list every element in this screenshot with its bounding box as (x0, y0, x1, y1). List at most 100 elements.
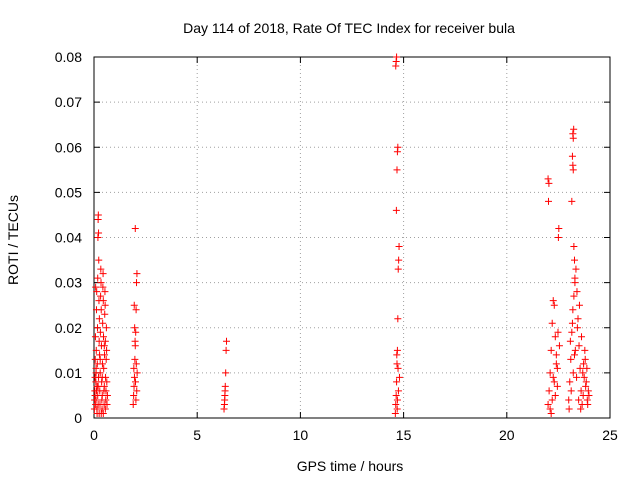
data-point (130, 382, 138, 390)
data-point (575, 396, 583, 404)
data-point (97, 279, 105, 287)
x-tick-label: 15 (396, 427, 412, 443)
data-point (577, 387, 585, 395)
data-point (549, 297, 557, 305)
data-point (131, 378, 139, 386)
data-point (584, 387, 592, 395)
data-point (130, 364, 138, 372)
data-point (95, 315, 103, 323)
data-point (99, 270, 107, 278)
y-tick-label: 0.03 (55, 275, 82, 291)
data-point (132, 328, 140, 336)
data-point (570, 351, 578, 359)
data-point (546, 369, 554, 377)
data-point (393, 405, 401, 413)
data-point (544, 400, 552, 408)
data-point (395, 373, 403, 381)
data-point (103, 391, 111, 399)
y-tick-label: 0.01 (55, 365, 82, 381)
data-point (99, 409, 107, 417)
data-point (101, 310, 109, 318)
data-point (99, 297, 107, 305)
data-point (393, 351, 401, 359)
data-point (393, 378, 401, 386)
data-point (102, 324, 110, 332)
data-point (393, 53, 401, 61)
data-point (394, 387, 402, 395)
data-point (555, 342, 563, 350)
data-point (392, 206, 400, 214)
data-point (555, 224, 563, 232)
data-point (567, 355, 575, 363)
data-point (568, 152, 576, 160)
data-point (569, 306, 577, 314)
data-point (570, 292, 578, 300)
data-point (579, 369, 587, 377)
data-point (101, 301, 109, 309)
data-point (130, 301, 138, 309)
data-point (548, 396, 556, 404)
y-tick-label: 0.08 (55, 49, 82, 65)
x-axis-label: GPS time / hours (297, 458, 404, 474)
data-point (550, 301, 558, 309)
y-tick-label: 0.07 (55, 94, 82, 110)
data-point (100, 382, 108, 390)
data-point (97, 292, 105, 300)
x-tick-label: 0 (90, 427, 98, 443)
x-tick-label: 25 (602, 427, 618, 443)
data-point (575, 301, 583, 309)
data-point (92, 346, 100, 354)
data-point (92, 283, 100, 291)
data-point (102, 355, 110, 363)
data-point (102, 396, 110, 404)
data-point (551, 333, 559, 341)
data-point (571, 274, 579, 282)
data-point (393, 166, 401, 174)
data-point (567, 387, 575, 395)
data-point (131, 355, 139, 363)
data-point (569, 166, 577, 174)
data-point (545, 179, 553, 187)
data-point (572, 265, 580, 273)
data-point (129, 400, 137, 408)
data-point (94, 274, 102, 282)
data-point (101, 337, 109, 345)
data-point (94, 234, 102, 241)
data-point (580, 373, 588, 381)
data-point (554, 328, 562, 336)
data-point (132, 396, 140, 404)
data-point (574, 315, 582, 323)
data-point (585, 391, 593, 399)
data-point (553, 364, 561, 372)
data-point (132, 306, 140, 314)
x-axis: 0 5 10 15 20 25 (90, 57, 618, 443)
data-point (91, 333, 99, 341)
data-point (99, 283, 107, 291)
data-point (222, 369, 230, 377)
data-point (395, 256, 403, 264)
data-point (222, 346, 230, 354)
chart-title: Day 114 of 2018, Rate Of TEC Index for r… (183, 20, 515, 36)
data-point (580, 360, 588, 368)
data-point (94, 382, 102, 390)
y-tick-label: 0.02 (55, 320, 82, 336)
data-point (133, 279, 141, 287)
data-point (101, 405, 109, 413)
data-point (394, 143, 402, 151)
data-point (394, 364, 402, 372)
data-point (548, 319, 556, 327)
data-point (393, 360, 401, 368)
data-point (545, 387, 553, 395)
data-point (94, 211, 102, 219)
data-point (549, 373, 557, 381)
data-point (570, 125, 578, 133)
data-point (103, 400, 111, 408)
data-point (578, 333, 586, 341)
data-point (582, 382, 590, 390)
grid-lines (94, 57, 610, 418)
y-tick-label: 0.05 (55, 184, 82, 200)
data-point (570, 243, 578, 251)
data-point (581, 346, 589, 354)
data-point (575, 342, 583, 350)
